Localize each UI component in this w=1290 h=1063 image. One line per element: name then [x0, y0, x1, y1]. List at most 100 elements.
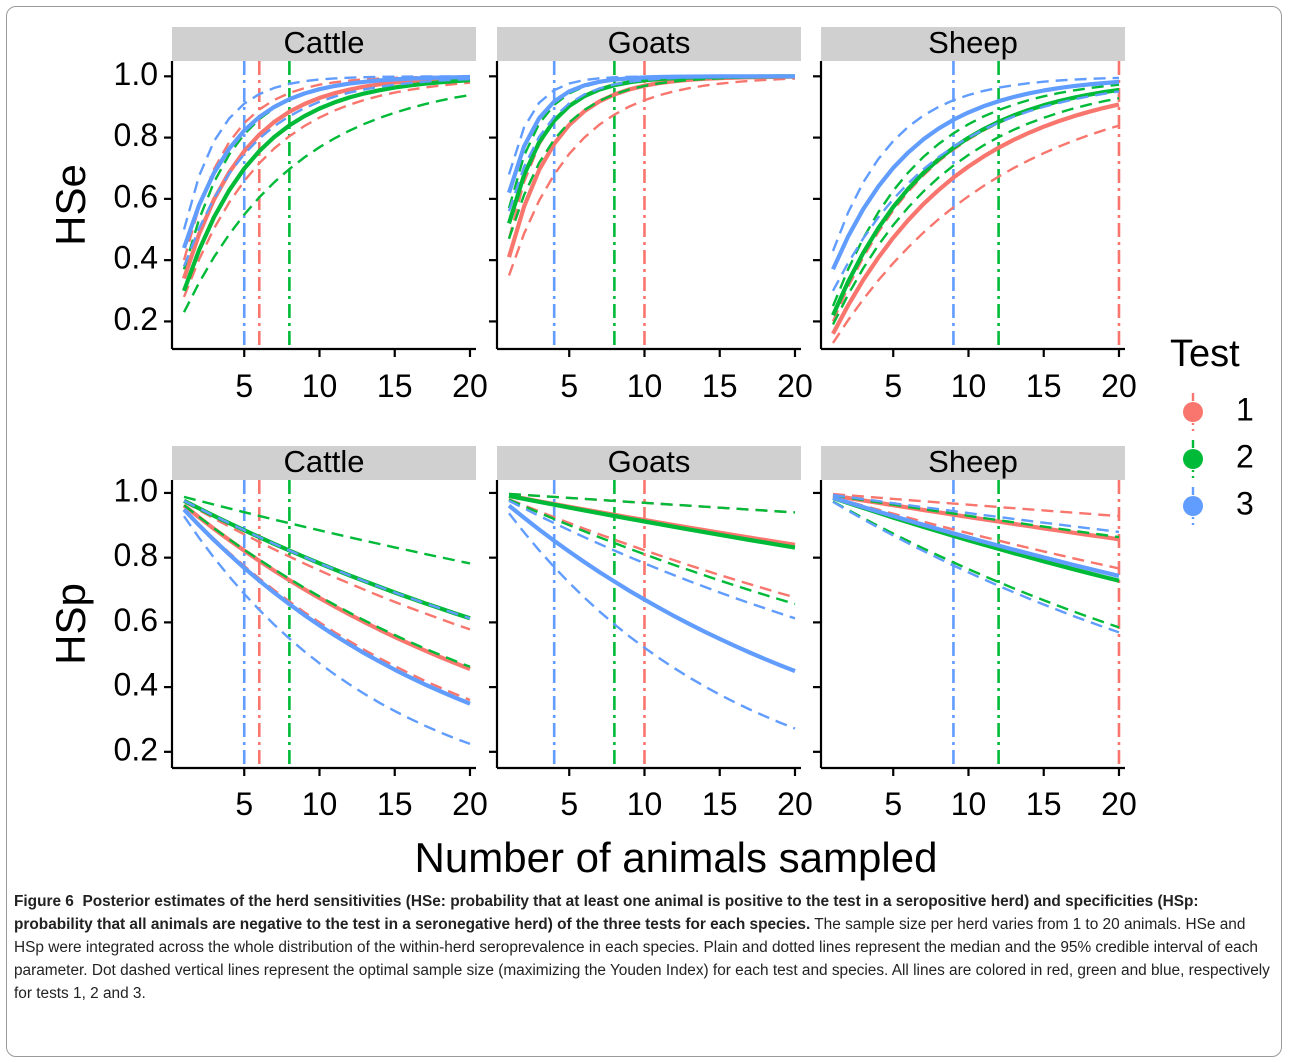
x-tick-label: 15	[702, 368, 738, 404]
ci-upper-line-test-1	[183, 500, 471, 631]
y-axis-title: HSp	[47, 583, 94, 665]
legend-title: Test	[1170, 333, 1240, 375]
median-line-test-2	[508, 493, 796, 550]
y-axis-title: HSe	[47, 164, 94, 246]
median-line-test-1	[831, 102, 1120, 335]
y-tick-label: 0.8	[114, 537, 158, 573]
x-tick-label: 5	[560, 368, 578, 404]
x-tick-label: 20	[777, 368, 813, 404]
ci-lower-line-test-3	[508, 512, 796, 730]
x-tick-label: 10	[951, 368, 987, 404]
median-line-test-3	[507, 74, 795, 194]
median-line-test-1	[182, 76, 471, 280]
y-tick-label: 0.8	[114, 117, 158, 153]
ci-upper-line-test-1	[832, 492, 1120, 518]
y-tick-label: 0.6	[114, 602, 158, 638]
y-tick-label: 1.0	[114, 472, 158, 508]
panel-sheep: Sheep 5 10 15 20	[813, 25, 1137, 404]
ci-lower-line-test-1	[508, 498, 796, 599]
ci-upper-line-test-2	[832, 494, 1120, 539]
panel-cattle: Cattle 5 10 15 20 0.2 0.4 0.6 0.8 1.0	[114, 25, 488, 404]
ci-lower-line-test-2	[183, 504, 471, 668]
median-line-test-2	[831, 87, 1120, 317]
panel-data	[182, 480, 471, 768]
ci-upper-line-test-3	[832, 493, 1120, 534]
median-line-test-2	[182, 78, 471, 292]
panel-goats: Goats 5 10 15 20	[489, 25, 813, 404]
figure-frame	[6, 6, 1282, 1057]
legend: Test 1 2 3	[1170, 333, 1254, 525]
caption-body: The sample size per herd varies from 1 t…	[14, 916, 1270, 1002]
median-line-test-3	[831, 79, 1120, 271]
caption-label: Figure 6	[14, 893, 74, 910]
facet-strip	[172, 27, 476, 61]
x-tick-label: 20	[777, 786, 813, 822]
ci-lower-line-test-2	[831, 97, 1120, 326]
panel-goats: Goats 5 10 15 20	[489, 444, 813, 822]
panel-data	[832, 480, 1121, 768]
strip-label: Cattle	[284, 25, 365, 60]
x-tick-label: 20	[452, 786, 488, 822]
ci-lower-line-test-1	[507, 77, 796, 276]
x-tick-label: 5	[235, 786, 253, 822]
strip-label: Sheep	[928, 25, 1018, 60]
ci-lower-line-test-3	[831, 90, 1120, 292]
x-tick-label: 20	[1101, 368, 1137, 404]
ci-lower-line-test-3	[182, 77, 471, 267]
strip-label: Cattle	[284, 444, 365, 479]
caption-title: Posterior estimates of the herd sensitiv…	[14, 893, 1199, 933]
x-tick-label: 5	[884, 786, 902, 822]
facet-row-hse: HSe Cattle 5 10 15 20 0.2 0.4 0.6 0.8 1.0 Goats 5 10 1…	[47, 25, 1137, 404]
figure-caption: Figure 6 Posterior estimates of the herd…	[14, 890, 1276, 1005]
y-tick-label: 0.4	[114, 240, 158, 276]
x-tick-label: 15	[1026, 786, 1062, 822]
y-tick-label: 0.4	[114, 667, 158, 703]
strip-label: Goats	[608, 25, 691, 60]
x-tick-label: 5	[884, 368, 902, 404]
x-tick-label: 15	[377, 368, 413, 404]
x-tick-label: 20	[452, 368, 488, 404]
ci-upper-line-test-3	[508, 499, 796, 620]
y-tick-label: 1.0	[114, 56, 158, 92]
y-tick-label: 0.6	[114, 178, 158, 214]
facet-row-hsp: HSp Cattle 5 10 15 20 0.2 0.4 0.6 0.8 1.0 Goats 5 10 1…	[47, 444, 1137, 822]
x-tick-label: 15	[1026, 368, 1062, 404]
ci-lower-line-test-1	[832, 124, 1120, 344]
median-line-test-3	[507, 503, 796, 674]
panel-data	[507, 480, 796, 768]
ci-upper-line-test-2	[831, 83, 1120, 307]
ci-upper-line-test-3	[183, 499, 471, 620]
ci-lower-line-test-3	[832, 500, 1120, 634]
ci-upper-line-test-1	[831, 89, 1120, 322]
y-tick-label: 0.2	[114, 731, 158, 767]
facet-strip	[821, 446, 1125, 480]
x-tick-label: 5	[560, 786, 578, 822]
median-line-test-1	[182, 503, 471, 671]
legend-key-dot	[1183, 402, 1203, 422]
x-axis-title: Number of animals sampled	[415, 834, 938, 881]
x-tick-label: 10	[302, 368, 338, 404]
x-tick-label: 15	[702, 786, 738, 822]
median-line-test-3	[182, 508, 471, 706]
facet-strip	[821, 27, 1125, 61]
legend-label: 2	[1236, 438, 1254, 474]
legend-item-test-1: 1	[1183, 391, 1254, 431]
x-tick-label: 5	[235, 368, 253, 404]
legend-item-test-2: 2	[1183, 438, 1254, 478]
ci-upper-line-test-2	[183, 495, 471, 565]
ci-lower-line-test-2	[832, 500, 1120, 629]
x-tick-label: 10	[627, 368, 663, 404]
x-tick-label: 10	[302, 786, 338, 822]
strip-label: Sheep	[928, 444, 1018, 479]
ci-lower-line-test-2	[508, 498, 796, 606]
x-tick-label: 10	[951, 786, 987, 822]
facet-strip	[497, 27, 801, 61]
strip-label: Goats	[608, 444, 691, 479]
legend-key-dot	[1183, 496, 1203, 516]
legend-item-test-3: 3	[1183, 485, 1254, 525]
legend-label: 3	[1236, 485, 1254, 521]
x-tick-label: 20	[1101, 786, 1137, 822]
x-tick-label: 15	[377, 786, 413, 822]
panel-data	[182, 61, 471, 349]
